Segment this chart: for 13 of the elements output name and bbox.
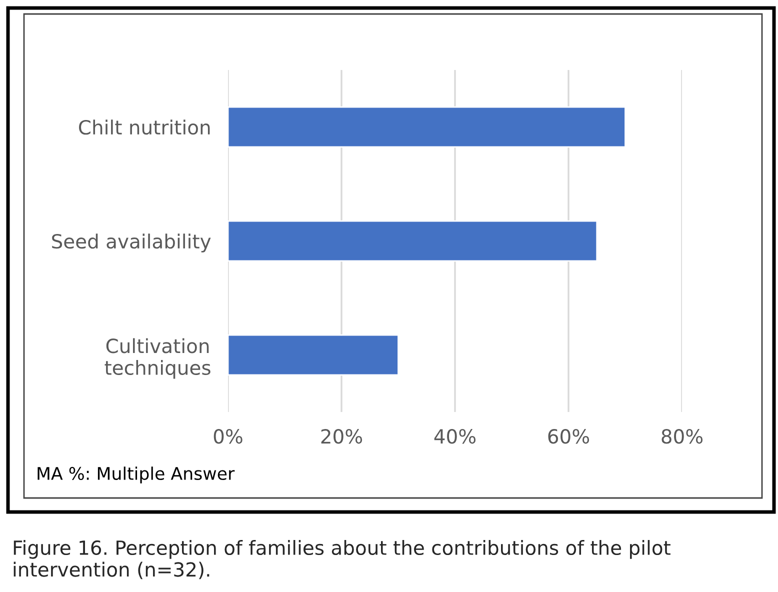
bar [228,106,626,148]
bar [228,334,399,376]
x-tick-label: 60% [548,429,590,444]
y-tick-label: Chilt nutrition [79,120,210,135]
text: MA %: Multiple Answer [38,466,235,484]
bar [228,220,598,262]
x-tick-label: 20% [321,429,362,444]
caption: Figure 16. Perception of families about the contributions of the pilot intervention (n=32). [14,540,670,580]
y-tick-label: Cultivation techniques [104,338,210,379]
x-tick-label: 80% [662,429,703,444]
x-tick-label: 0% [214,429,242,444]
y-tick-label: Seed availability [52,234,211,252]
x-tick-label: 40% [434,429,476,444]
